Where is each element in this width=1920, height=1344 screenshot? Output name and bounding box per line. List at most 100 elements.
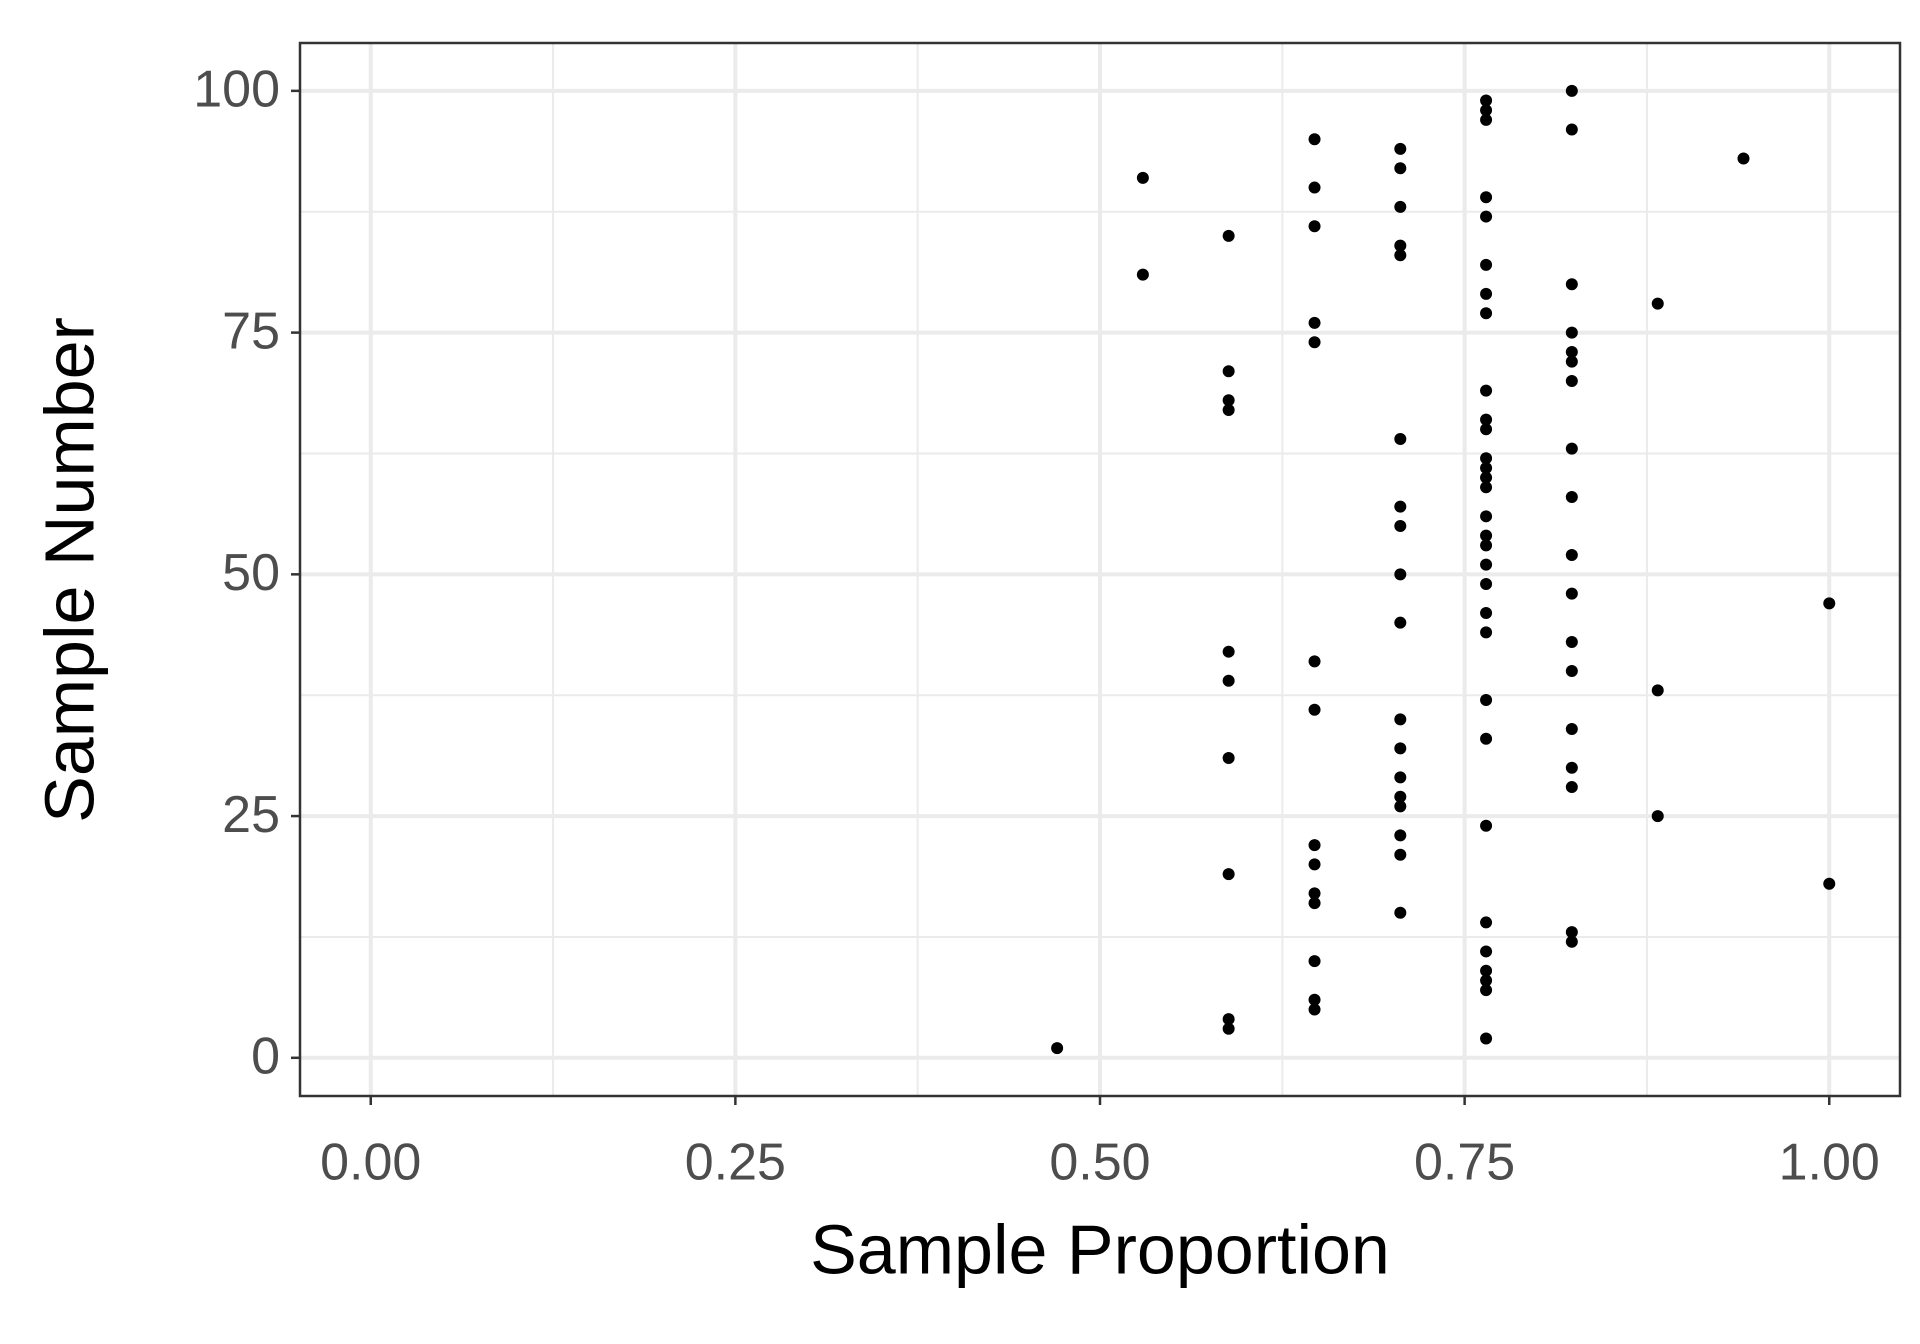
point — [1308, 1003, 1321, 1016]
point — [1480, 481, 1493, 494]
point — [1136, 268, 1149, 281]
point — [1222, 403, 1235, 416]
point — [1480, 423, 1493, 436]
point — [1308, 955, 1321, 968]
point — [1394, 790, 1407, 803]
x-tick-label: 0.75 — [1414, 1134, 1515, 1192]
point — [1480, 819, 1493, 832]
point — [1394, 829, 1407, 842]
point — [1394, 713, 1407, 726]
point — [1308, 858, 1321, 871]
point — [1222, 365, 1235, 378]
point — [1480, 529, 1493, 542]
point — [1565, 587, 1578, 600]
point — [1222, 752, 1235, 765]
point — [1480, 384, 1493, 397]
x-tick-label: 0.50 — [1049, 1134, 1150, 1192]
point — [1394, 239, 1407, 252]
point — [1480, 607, 1493, 620]
point — [1651, 297, 1664, 310]
point — [1308, 993, 1321, 1006]
point — [1565, 442, 1578, 455]
y-tick-label: 75 — [222, 302, 280, 360]
point — [1394, 162, 1407, 175]
point — [1480, 694, 1493, 707]
point — [1737, 152, 1750, 165]
point — [1394, 848, 1407, 861]
point — [1565, 781, 1578, 794]
point — [1480, 461, 1493, 474]
point — [1565, 926, 1578, 939]
point — [1308, 133, 1321, 146]
point — [1565, 665, 1578, 678]
point — [1222, 229, 1235, 242]
point — [1480, 945, 1493, 958]
point — [1308, 220, 1321, 233]
point — [1565, 123, 1578, 136]
point — [1480, 287, 1493, 300]
x-axis-title: Sample Proportion — [810, 1210, 1390, 1288]
y-tick-label: 50 — [222, 544, 280, 602]
panel-border — [298, 41, 1902, 1098]
point — [1823, 877, 1836, 890]
point — [1480, 964, 1493, 977]
point — [1394, 200, 1407, 213]
point — [1308, 336, 1321, 349]
point — [1480, 94, 1493, 107]
y-tick-label: 25 — [222, 786, 280, 844]
point — [1394, 906, 1407, 919]
point — [1565, 761, 1578, 774]
point — [1651, 684, 1664, 697]
point — [1222, 394, 1235, 407]
point — [1480, 626, 1493, 639]
y-tick-label: 0 — [251, 1028, 280, 1086]
x-tick-label: 1.00 — [1779, 1134, 1880, 1192]
point — [1394, 142, 1407, 155]
point — [1222, 1013, 1235, 1026]
point — [1565, 355, 1578, 368]
plot-area — [300, 43, 1900, 1096]
point — [1823, 597, 1836, 610]
y-axis-title: Sample Number — [30, 317, 108, 823]
point — [1480, 104, 1493, 117]
point — [1308, 887, 1321, 900]
x-tick-label: 0.00 — [320, 1134, 421, 1192]
point — [1565, 84, 1578, 97]
point — [1222, 1022, 1235, 1035]
point — [1480, 413, 1493, 426]
point — [1565, 935, 1578, 948]
point — [1394, 249, 1407, 262]
point — [1480, 191, 1493, 204]
point — [1480, 210, 1493, 223]
point — [1480, 984, 1493, 997]
point — [1308, 703, 1321, 716]
point — [1394, 568, 1407, 581]
point — [1222, 674, 1235, 687]
point — [1480, 539, 1493, 552]
point — [1565, 723, 1578, 736]
point — [1394, 800, 1407, 813]
point — [1565, 345, 1578, 358]
point — [1480, 307, 1493, 320]
point — [1394, 616, 1407, 629]
point — [1565, 490, 1578, 503]
point — [1480, 916, 1493, 929]
point — [1480, 974, 1493, 987]
point — [1480, 732, 1493, 745]
point — [1394, 519, 1407, 532]
point — [1394, 500, 1407, 513]
point — [1394, 771, 1407, 784]
point — [1136, 171, 1149, 184]
point — [1051, 1042, 1064, 1055]
y-tick-label: 100 — [193, 61, 280, 119]
point — [1480, 113, 1493, 126]
point — [1651, 810, 1664, 823]
point — [1308, 839, 1321, 852]
point — [1222, 645, 1235, 658]
x-tick-label: 0.25 — [685, 1134, 786, 1192]
point — [1480, 258, 1493, 271]
point — [1565, 326, 1578, 339]
point — [1308, 181, 1321, 194]
